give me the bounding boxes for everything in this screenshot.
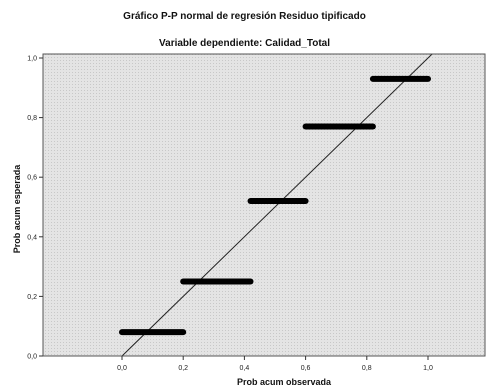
x-tick-label: 0,2 [178, 365, 188, 372]
chart-subtitle: Variable dependiente: Calidad_Total [159, 38, 330, 49]
y-tick-label: 0,6 [27, 175, 37, 182]
y-tick-label: 1,0 [27, 56, 37, 63]
plot-area [43, 54, 485, 356]
y-tick-label: 0,2 [27, 294, 37, 301]
x-tick-label: 0,6 [301, 365, 311, 372]
chart-title: Gráfico P-P normal de regresión Residuo … [123, 11, 366, 22]
x-tick-label: 0,8 [362, 365, 372, 372]
x-tick-label: 1,0 [423, 365, 433, 372]
plot-frame [42, 53, 486, 357]
x-tick-label: 0,0 [117, 365, 127, 372]
y-tick-label: 0,0 [27, 354, 37, 361]
reference-line [121, 53, 433, 357]
y-tick-label: 0,4 [27, 234, 37, 241]
y-axis-label: Prob acum esperada [12, 164, 22, 254]
x-axis-label: Prob acum observada [237, 377, 332, 387]
y-tick-label: 0,8 [27, 115, 37, 122]
x-tick-label: 0,4 [240, 365, 250, 372]
